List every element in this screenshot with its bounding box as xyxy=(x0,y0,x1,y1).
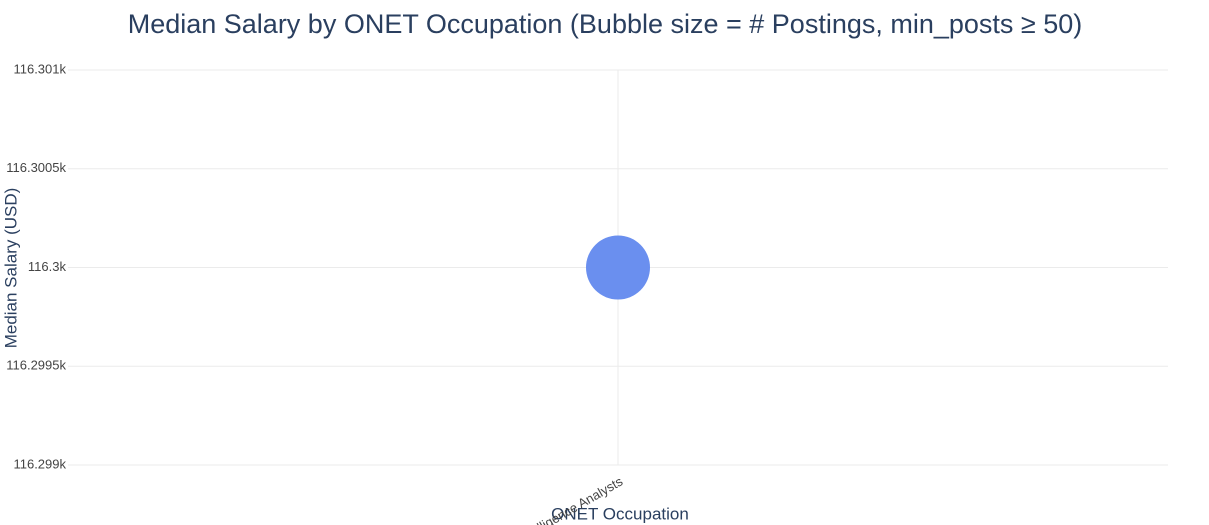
y-tick-label: 116.299k xyxy=(13,456,66,471)
y-axis-title: Median Salary (USD) xyxy=(1,188,20,349)
y-tick-label: 116.301k xyxy=(13,61,66,76)
x-axis-title: ONET Occupation xyxy=(551,504,689,523)
y-tick-label: 116.3k xyxy=(28,259,67,274)
chart-title: Median Salary by ONET Occupation (Bubble… xyxy=(128,9,1083,39)
y-tick-label: 116.2995k xyxy=(6,358,66,373)
y-tick-label: 116.3005k xyxy=(6,160,66,175)
bubble xyxy=(586,235,650,300)
